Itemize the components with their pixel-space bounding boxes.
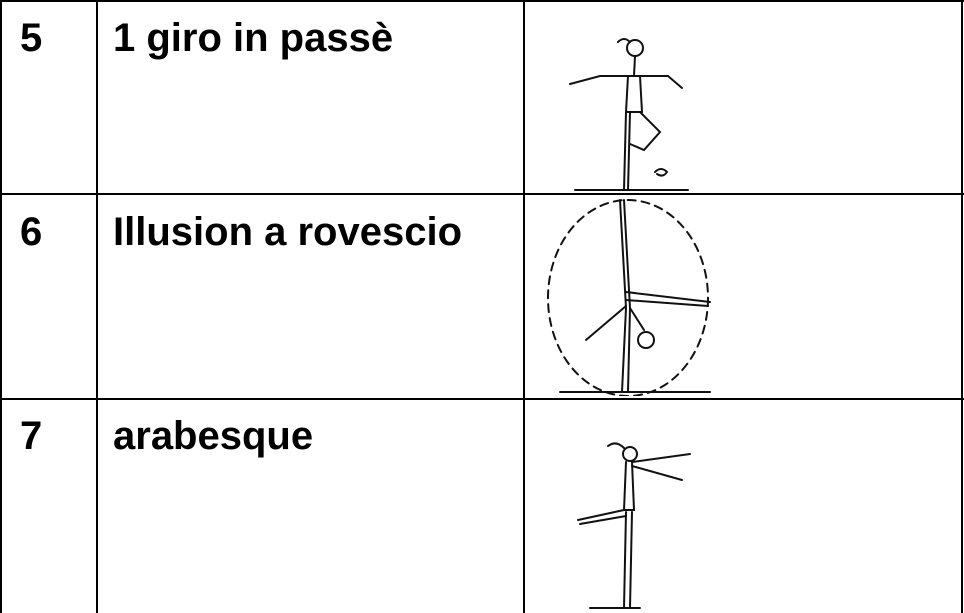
- row-separator: [0, 193, 964, 195]
- row-separator: [0, 398, 964, 400]
- figure-arabesque: [577, 442, 691, 609]
- table-border: [0, 0, 964, 2]
- table-border: [961, 0, 963, 613]
- column-separator: [96, 0, 98, 613]
- table-border: [0, 0, 2, 613]
- element-name: arabesque: [113, 414, 314, 458]
- row-number: 7: [20, 414, 43, 458]
- column-separator: [523, 0, 525, 613]
- row-number: 5: [20, 16, 43, 60]
- figure-passe: [569, 38, 689, 191]
- element-name: 1 giro in passè: [113, 16, 394, 60]
- row-number: 6: [20, 210, 43, 254]
- figure-illusion: [547, 199, 711, 396]
- element-name: Illusion a rovescio: [113, 210, 463, 254]
